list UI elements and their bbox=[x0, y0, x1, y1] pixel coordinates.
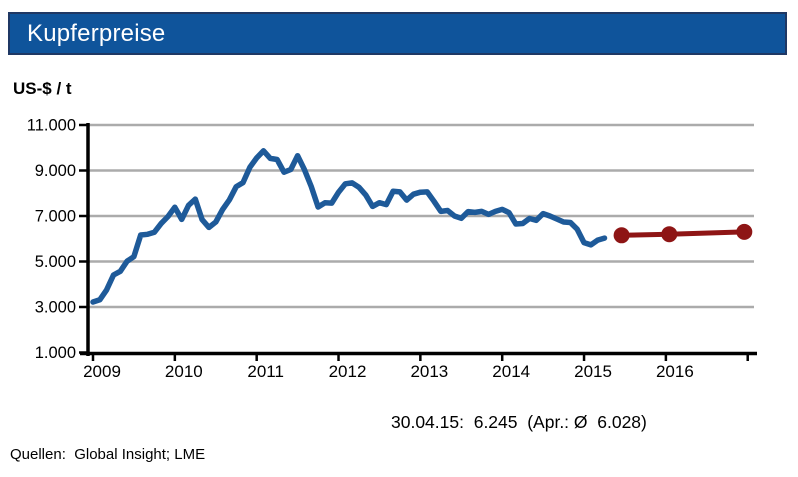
y-axis-unit-label: US-$ / t bbox=[13, 79, 72, 98]
source-note: Quellen: Global Insight; LME bbox=[10, 446, 206, 463]
latest-price-annotation: 30.04.15: 6.245 (Apr.: Ø 6.028) bbox=[391, 412, 647, 432]
y-axis-label: 3.000 bbox=[35, 299, 76, 317]
y-axis-label: 11.000 bbox=[27, 117, 76, 135]
title-bar: Kupferpreise bbox=[8, 12, 787, 55]
x-axis-label: 2009 bbox=[83, 362, 121, 381]
y-axis-label: 9.000 bbox=[35, 162, 76, 180]
x-axis-label: 2013 bbox=[410, 362, 448, 381]
forecast-marker bbox=[736, 223, 753, 240]
y-axis-label: 7.000 bbox=[35, 208, 76, 226]
forecast-marker bbox=[613, 227, 630, 244]
x-axis-label: 2016 bbox=[656, 362, 694, 381]
x-axis-label: 2014 bbox=[492, 362, 530, 381]
history-line bbox=[90, 148, 608, 305]
x-axis-label: 2015 bbox=[574, 362, 612, 381]
x-axis-label: 2010 bbox=[165, 362, 203, 381]
x-axis-label: 2011 bbox=[247, 362, 284, 381]
x-axis-label: 2012 bbox=[329, 362, 367, 381]
page-title: Kupferpreise bbox=[27, 19, 166, 47]
forecast-line bbox=[619, 229, 747, 238]
forecast-marker bbox=[661, 226, 678, 243]
y-axis-label: 1.000 bbox=[35, 344, 76, 362]
y-axis-label: 5.000 bbox=[35, 253, 76, 271]
